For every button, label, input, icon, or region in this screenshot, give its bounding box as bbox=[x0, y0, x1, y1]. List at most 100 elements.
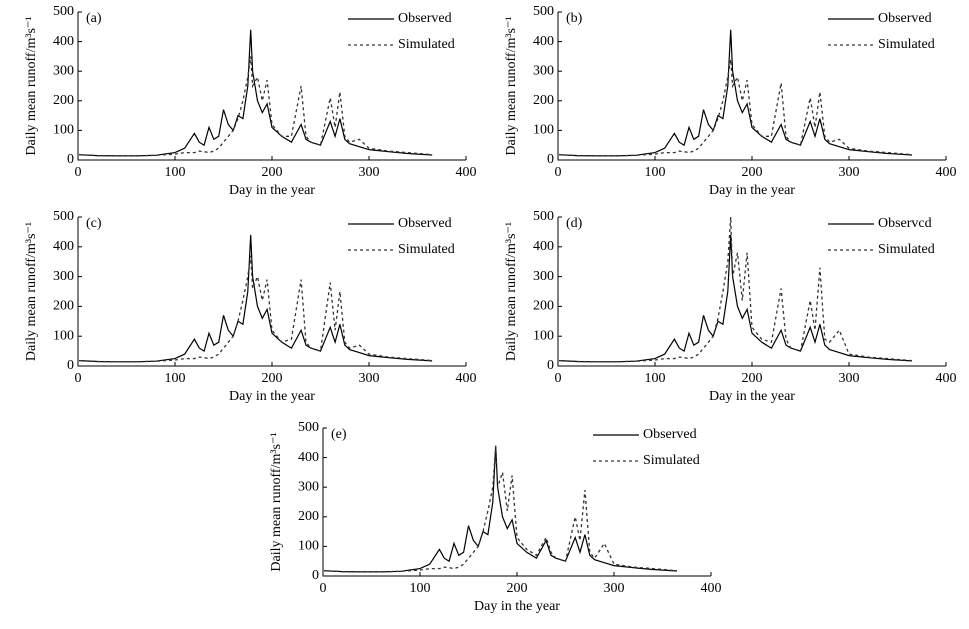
panel-label: (a) bbox=[86, 11, 102, 26]
y-tick-label: 0 bbox=[547, 152, 554, 167]
y-tick-label: 400 bbox=[298, 450, 319, 465]
y-tick-label: 200 bbox=[533, 299, 554, 314]
panel-label: (c) bbox=[86, 216, 102, 231]
x-tick-label: 400 bbox=[936, 165, 957, 180]
y-tick-label: 100 bbox=[533, 328, 554, 343]
y-tick-label: 100 bbox=[298, 539, 319, 554]
y-tick-label: 100 bbox=[53, 123, 74, 138]
y-tick-label: 300 bbox=[298, 479, 319, 494]
y-tick-label: 300 bbox=[533, 63, 554, 78]
y-tick-label: 500 bbox=[53, 209, 74, 224]
x-tick-label: 0 bbox=[555, 371, 562, 386]
y-tick-label: 100 bbox=[53, 328, 74, 343]
x-tick-label: 200 bbox=[262, 371, 283, 386]
x-tick-label: 300 bbox=[839, 371, 860, 386]
axes-frame bbox=[77, 217, 466, 367]
series-line bbox=[558, 59, 913, 157]
legend-label: Observed bbox=[398, 216, 452, 231]
x-tick-label: 400 bbox=[456, 165, 477, 180]
legend-label: Observed bbox=[878, 11, 932, 26]
x-tick-label: 400 bbox=[456, 371, 477, 386]
x-tick-label: 0 bbox=[75, 165, 82, 180]
x-axis-label: Day in the year bbox=[709, 183, 795, 198]
x-tick-label: 200 bbox=[262, 165, 283, 180]
y-tick-label: 0 bbox=[312, 568, 319, 583]
y-tick-label: 0 bbox=[67, 358, 74, 373]
x-tick-label: 100 bbox=[645, 165, 666, 180]
panel: 0 100 200 300 400 0 100 200 300 400 500 (b) Day in t… bbox=[504, 4, 956, 198]
y-axis-label: Daily mean runoff/m³s⁻¹ bbox=[504, 16, 519, 155]
y-tick-label: 300 bbox=[533, 269, 554, 284]
x-tick-label: 100 bbox=[165, 165, 186, 180]
x-tick-label: 200 bbox=[742, 165, 763, 180]
panel: 0 100 200 300 400 0 100 200 300 400 500 (e) Day in t… bbox=[269, 420, 721, 614]
series-line bbox=[558, 216, 913, 363]
series-line bbox=[78, 29, 433, 157]
x-tick-label: 0 bbox=[555, 165, 562, 180]
panel-label: (b) bbox=[566, 11, 583, 26]
x-tick-label: 300 bbox=[604, 581, 625, 596]
series-line bbox=[78, 56, 433, 157]
y-tick-label: 0 bbox=[547, 358, 554, 373]
x-tick-label: 400 bbox=[701, 581, 722, 596]
y-tick-label: 300 bbox=[53, 269, 74, 284]
y-axis-label: Daily mean runoff/m³s⁻¹ bbox=[24, 222, 39, 361]
x-tick-label: 300 bbox=[839, 165, 860, 180]
y-tick-label: 200 bbox=[53, 299, 74, 314]
axes-frame bbox=[557, 217, 946, 367]
x-tick-label: 300 bbox=[359, 371, 380, 386]
panel: 0 100 200 300 400 0 100 200 300 400 500 (c) Day in t… bbox=[24, 209, 476, 404]
y-axis-label: Daily mean runoff/m³s⁻¹ bbox=[504, 222, 519, 361]
legend-label: Simulated bbox=[878, 37, 935, 52]
panel: 0 100 200 300 400 0 100 200 300 400 500 (a) Day in t… bbox=[24, 4, 476, 198]
x-tick-label: 100 bbox=[645, 371, 666, 386]
axes-frame bbox=[77, 12, 466, 161]
y-tick-label: 500 bbox=[53, 4, 74, 19]
legend-label: Simulated bbox=[643, 453, 700, 468]
y-tick-label: 200 bbox=[53, 93, 74, 108]
y-tick-label: 0 bbox=[67, 152, 74, 167]
x-tick-label: 100 bbox=[165, 371, 186, 386]
legend-label: Simulated bbox=[398, 37, 455, 52]
legend-label: Observcd bbox=[878, 216, 932, 231]
panel: 0 100 200 300 400 0 100 200 300 400 500 (d) Day in t… bbox=[504, 209, 956, 404]
y-tick-label: 400 bbox=[533, 239, 554, 254]
y-tick-label: 100 bbox=[533, 123, 554, 138]
y-axis-label: Daily mean runoff/m³s⁻¹ bbox=[24, 16, 39, 155]
x-tick-label: 300 bbox=[359, 165, 380, 180]
x-tick-label: 200 bbox=[742, 371, 763, 386]
axes-frame bbox=[557, 12, 946, 161]
panel-label: (e) bbox=[331, 427, 347, 442]
legend-label: Observed bbox=[398, 11, 452, 26]
axes-frame bbox=[322, 428, 711, 577]
x-axis-label: Day in the year bbox=[229, 389, 315, 404]
legend-label: Simulated bbox=[878, 242, 935, 257]
series-line bbox=[78, 255, 433, 363]
x-tick-label: 200 bbox=[507, 581, 528, 596]
x-tick-label: 100 bbox=[410, 581, 431, 596]
legend-label: Simulated bbox=[398, 242, 455, 257]
y-tick-label: 500 bbox=[533, 209, 554, 224]
y-tick-label: 400 bbox=[53, 34, 74, 49]
x-tick-label: 0 bbox=[75, 371, 82, 386]
panel-label: (d) bbox=[566, 216, 583, 231]
x-axis-label: Day in the year bbox=[229, 183, 315, 198]
x-tick-label: 400 bbox=[936, 371, 957, 386]
y-tick-label: 400 bbox=[533, 34, 554, 49]
y-tick-label: 500 bbox=[298, 420, 319, 435]
x-axis-label: Day in the year bbox=[709, 389, 795, 404]
y-tick-label: 300 bbox=[53, 63, 74, 78]
y-tick-label: 500 bbox=[533, 4, 554, 19]
x-axis-label: Day in the year bbox=[474, 599, 560, 614]
legend-label: Observed bbox=[643, 427, 697, 442]
series-line bbox=[78, 234, 433, 363]
y-axis-label: Daily mean runoff/m³s⁻¹ bbox=[269, 432, 284, 571]
series-line bbox=[558, 234, 913, 363]
y-tick-label: 400 bbox=[53, 239, 74, 254]
y-tick-label: 200 bbox=[298, 509, 319, 524]
series-line bbox=[323, 445, 678, 573]
series-line bbox=[323, 445, 678, 573]
x-tick-label: 0 bbox=[320, 581, 327, 596]
series-line bbox=[558, 29, 913, 157]
